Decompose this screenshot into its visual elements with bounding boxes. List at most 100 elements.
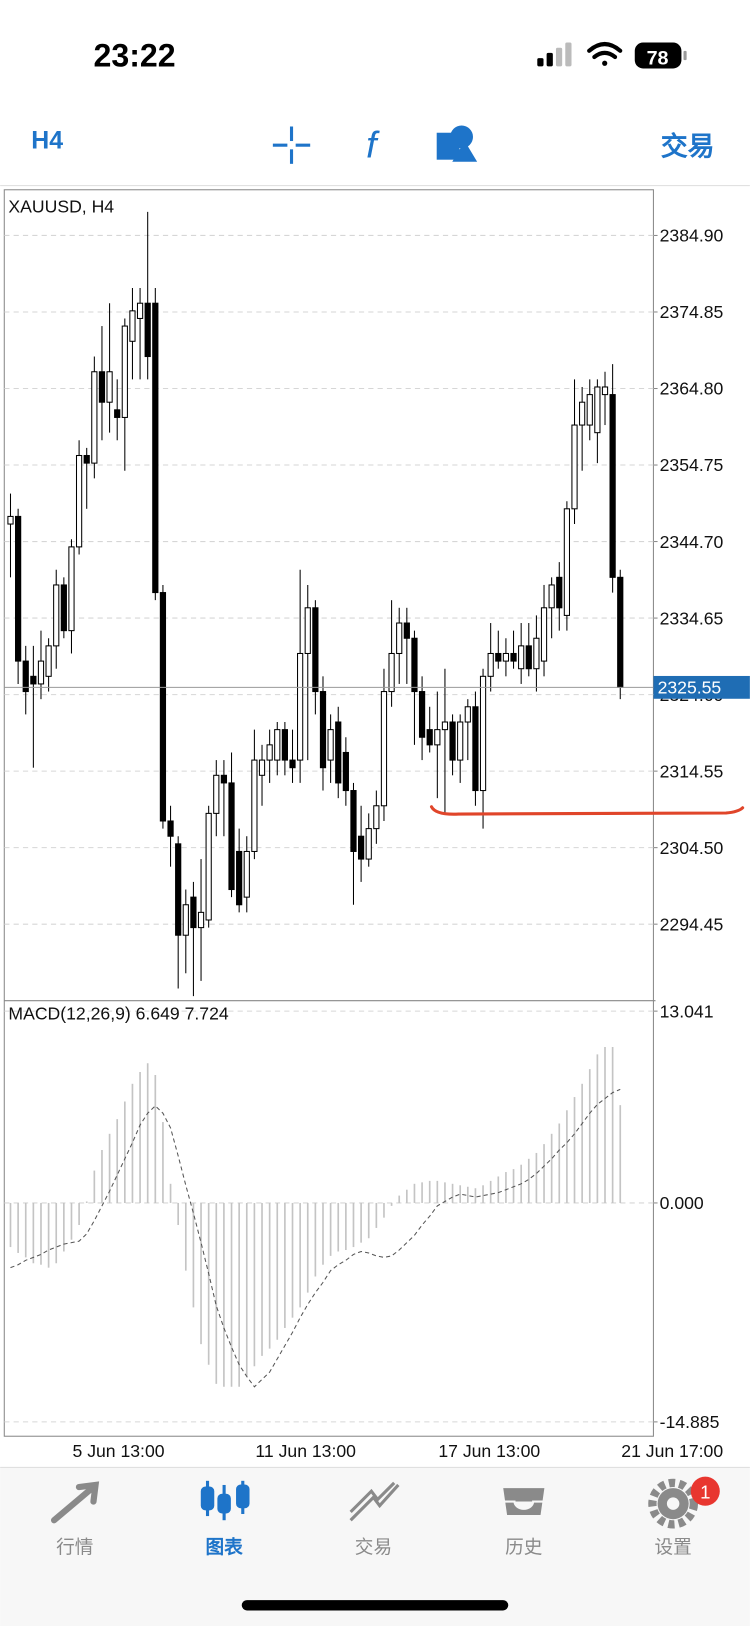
x-tick-label: 11 Jun 13:00 [255,1441,356,1461]
y-tick-label: 2384.90 [660,226,724,246]
candle-body [617,576,624,688]
candle-body [75,454,83,548]
candle-body [571,424,578,510]
candle-body [594,386,601,434]
y-tick-label: 2334.65 [660,608,724,628]
candle-body [601,386,609,396]
candle-body [357,835,365,860]
x-tick-label: 17 Jun 13:00 [438,1441,540,1461]
candle-body [30,675,37,685]
candle-body [464,706,471,723]
candle-body [373,805,380,830]
signal-icon [537,42,572,67]
y-tick-label: 2314.55 [660,761,724,781]
candle-body [365,828,372,860]
battery-cap [683,50,687,61]
wifi-icon [587,42,623,66]
y-tick-label: 2304.50 [660,838,724,858]
macd-signal-line [10,1088,621,1388]
candle-body [312,607,319,693]
candle-body [136,302,144,319]
trade-button[interactable]: 交易 [661,131,715,162]
chart-title: XAUUSD, H4 [8,197,114,217]
tab-label[interactable]: 交易 [355,1536,392,1557]
home-indicator [241,1600,509,1611]
candle-body [15,515,22,662]
candle-body [266,744,273,761]
candle-body [243,850,250,898]
candle-body [91,371,98,464]
last-price-box [653,675,750,699]
candle-body [281,729,288,761]
candle-body [83,454,90,464]
x-tick-label: 21 Jun 17:00 [621,1441,723,1461]
candle-body [98,371,106,403]
battery-icon [634,42,682,69]
candle-body [289,759,296,769]
candle-body [525,645,532,670]
y-tick-label: 0.000 [660,1193,704,1213]
candle-body [167,820,174,837]
candle-body [190,896,197,929]
timeframe-button[interactable]: H4 [31,126,63,154]
candle-body [68,546,75,632]
candle-body [449,721,456,761]
tab-label[interactable]: 设置 [654,1536,691,1557]
candle-body [533,637,540,670]
y-tick-label: 2374.85 [660,302,724,322]
candle-body [556,576,563,609]
candle-body [220,774,228,784]
candle-body [518,645,525,670]
candle-body [274,729,281,761]
user-drawn-line [429,805,745,816]
candle-body [7,515,14,525]
tab-label[interactable]: 图表 [205,1536,243,1557]
candle-body [579,401,586,426]
candle-body [380,691,388,807]
candle-body [335,721,342,784]
candle-body [411,637,418,693]
candle-body [144,302,151,358]
candle-body [159,592,167,822]
candle-body [472,706,479,792]
candle-body [297,652,304,761]
candle-body [197,911,205,929]
candle-body [236,850,243,906]
candle-body [152,302,159,594]
y-tick-label: 2294.45 [660,914,724,934]
crosshair-button[interactable] [272,126,311,164]
y-tick-label: 2354.75 [660,455,724,475]
tab-label[interactable]: 历史 [505,1536,542,1557]
candle-body [175,843,182,936]
candle-body [258,759,266,776]
trade-icon [349,1481,400,1522]
chart-icon [200,1480,250,1521]
candle-body [106,371,113,403]
candle-body [37,660,45,685]
last-price-label: 2325.55 [658,678,722,698]
tab-labels: 行情 图表 交易 历史 设置 [56,1536,692,1557]
candle-body [487,652,494,677]
candle-body [479,675,487,792]
candle-body [53,584,60,647]
tab-label[interactable]: 行情 [56,1536,93,1557]
candle-body [319,691,327,769]
candle-body [510,652,517,662]
macd-title: MACD(12,26,9) 6.649 7.724 [8,1003,228,1023]
y-tick-label: 13.041 [660,1001,714,1021]
y-tick-label: 2364.80 [660,379,724,399]
candle-body [441,721,449,731]
indicators-button[interactable]: f [366,124,380,166]
candle-body [563,508,571,616]
candle-body [418,691,426,738]
candle-body [60,584,67,632]
candle-body [540,607,548,662]
marks [4,211,654,1388]
candle-body [434,729,441,746]
objects-button[interactable] [436,125,478,162]
settings-icon [648,1478,699,1529]
battery-level: 78 [647,47,669,69]
y-tick-label: -14.885 [660,1412,720,1432]
quotes-icon [50,1481,100,1524]
